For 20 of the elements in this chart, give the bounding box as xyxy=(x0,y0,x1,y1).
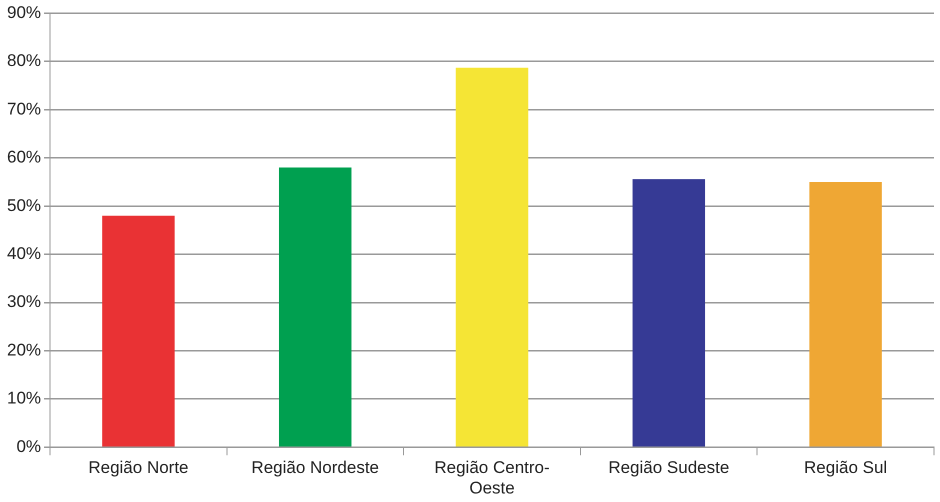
y-tick-label: 20% xyxy=(6,340,42,360)
y-tick-label: 10% xyxy=(6,388,42,408)
bar xyxy=(632,179,706,446)
y-tick-label: 0% xyxy=(16,436,42,456)
y-tick-label: 40% xyxy=(6,244,42,263)
x-tick-label: Região Sudeste xyxy=(608,458,730,478)
y-tick-label: 90% xyxy=(6,2,42,22)
y-tick-label: 30% xyxy=(6,292,42,312)
x-tick-label: Região Sul xyxy=(804,458,888,478)
bar xyxy=(456,68,528,446)
x-tick-label: Região Norte xyxy=(88,458,189,478)
y-tick-label: 70% xyxy=(6,99,42,118)
y-tick-label: 50% xyxy=(6,196,42,215)
y-tick-label: 80% xyxy=(6,51,42,70)
x-tick-label: Região Centro-Oeste xyxy=(434,458,550,498)
x-tick-label: Região Nordeste xyxy=(251,458,380,478)
bar xyxy=(102,216,175,446)
y-tick-label: 60% xyxy=(6,148,42,167)
bar xyxy=(278,168,352,446)
bar xyxy=(809,182,882,446)
